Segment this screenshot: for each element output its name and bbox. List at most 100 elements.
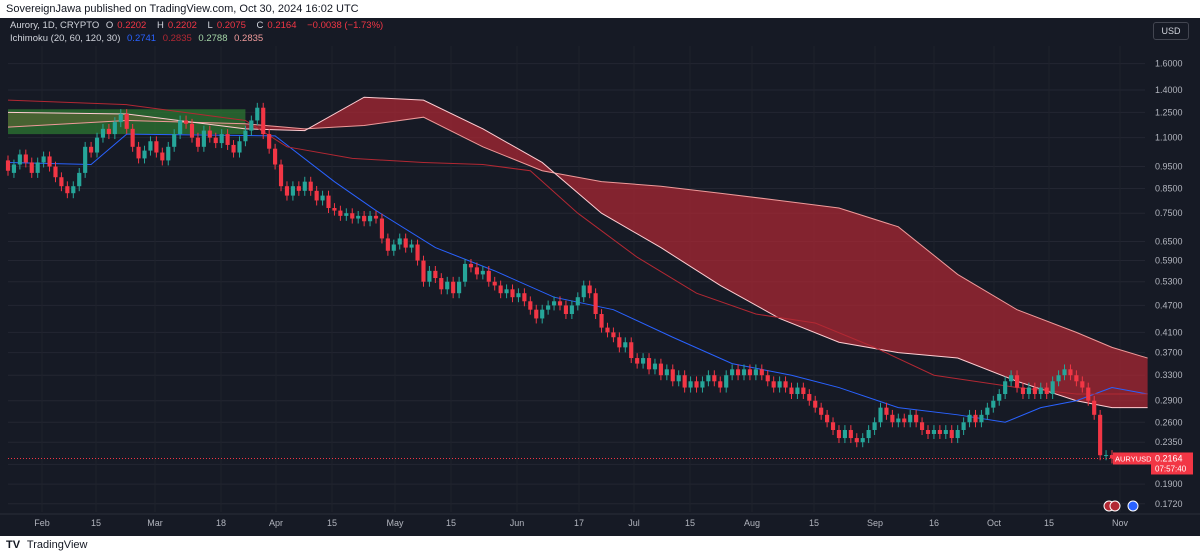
candle-body [914,414,919,423]
time-tick-label: 15 [446,518,456,528]
candle-body [231,144,236,153]
price-tag-label: 0.2164 [1155,453,1183,463]
chart-background [0,18,1200,536]
candle-body [344,213,349,216]
candle-body [884,407,889,415]
candle-body [635,358,640,364]
candle-body [836,430,842,439]
price-tick-label: 0.1720 [1155,499,1183,509]
candle-body [59,177,64,187]
candle-body [296,186,301,191]
candle-body [955,430,960,439]
candle-body [47,156,52,167]
ohlc-change: −0.0038 (−1.73%) [307,20,384,31]
candle-body [991,400,996,408]
indicator-legend: Ichimoku (20, 60, 120, 30) 0.2741 0.2835… [10,33,267,44]
candle-body [445,281,450,290]
candle-body [735,369,741,376]
tradingview-logo-icon: TV [6,539,21,551]
candle-body [646,358,652,370]
time-tick-label: 15 [809,518,819,528]
price-tick-label: 1.1000 [1155,133,1183,143]
price-tick-label: 1.2500 [1155,107,1183,117]
candle-body [777,381,782,388]
price-tick-label: 0.8500 [1155,184,1183,194]
candle-body [522,293,527,302]
candle-body [872,422,877,431]
candle-body [605,327,610,333]
candle-body [308,181,313,191]
candle-body [338,210,343,216]
candle-body [65,186,70,194]
countdown-label: 07:57:40 [1155,464,1187,473]
candle-body [273,148,278,165]
candle-body [759,369,764,376]
candle-body [219,134,224,144]
candle-body [451,281,456,294]
candle-body [1103,455,1109,457]
candle-body [1003,381,1008,395]
conversion-line [7,133,1148,423]
candle-body [617,337,622,348]
candle-body [664,369,669,376]
candle-body [160,152,165,161]
candle-body [504,289,509,294]
candle-body [213,137,218,144]
candle-body [166,146,171,161]
candle-body [908,414,913,423]
ohlc-close: C 0.2164 [256,20,297,31]
publish-text: SovereignJawa published on TradingView.c… [6,3,359,15]
candle-body [474,267,479,275]
candle-body [1086,387,1091,401]
indicator-v3: 0.2788 [198,33,228,44]
candle-body [498,285,503,294]
time-tick-label: Sep [867,518,883,528]
candle-body [516,293,521,298]
candle-body [997,394,1002,401]
candle-body [641,358,646,364]
candle-body [902,418,907,423]
candle-body [154,141,159,153]
candle-body [314,190,319,201]
candle-body [124,113,129,129]
candle-body [172,134,177,147]
candle-body [397,238,402,245]
candle-body [813,400,818,408]
candle-body [718,381,723,388]
candle-body [819,407,824,415]
ohlc-high: H 0.2202 [156,20,197,31]
footer-brand: TradingView [26,539,88,551]
base-line [7,99,1148,395]
candle-body [1074,375,1079,382]
currency-button[interactable]: USD [1153,22,1189,40]
candle-body [23,154,28,163]
candle-body [676,375,681,382]
time-tick-label: Aug [744,518,760,528]
time-tick-label: 15 [685,518,695,528]
time-tick-label: Mar [147,518,163,528]
candle-body [575,297,580,306]
price-tick-label: 0.9500 [1155,162,1183,172]
symbol-title: Aurory, 1D, CRYPTO [10,20,100,31]
candle-body [1020,387,1026,395]
candle-body [896,418,901,423]
candle-body [967,414,972,423]
candle-body [439,278,444,290]
price-chart[interactable]: 1.6000 1.4000 1.2500 1.1000 0.9500 0.8500 0.75… [0,18,1200,536]
candle-body [510,289,515,298]
candle-body [237,141,242,153]
candle-body [457,281,462,294]
candle-body [534,309,539,319]
candle-body [225,134,230,145]
candle-body [848,430,853,439]
candle-body [468,263,474,268]
candles [5,102,1115,464]
price-tick-label: 0.4700 [1155,300,1183,310]
candle-body [925,430,931,434]
candle-body [53,166,58,178]
candle-body [741,369,747,376]
event-marker-icon [1109,500,1121,512]
candle-body [724,375,729,388]
price-tick-label: 0.5300 [1155,277,1183,287]
